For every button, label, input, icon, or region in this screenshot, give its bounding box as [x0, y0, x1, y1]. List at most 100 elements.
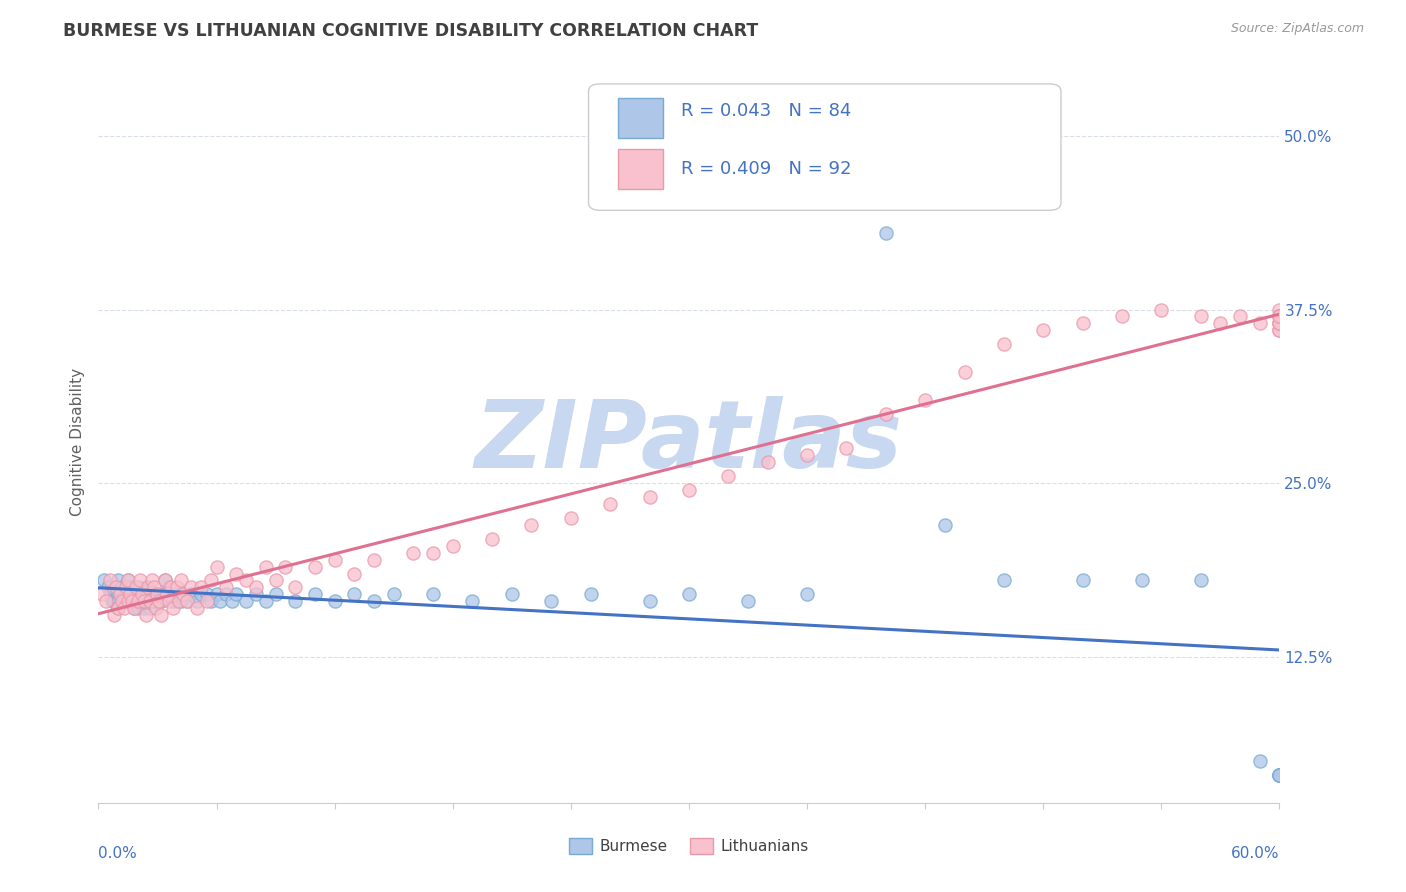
Point: [195, 587, 218, 601]
Point: [172, 587, 194, 601]
Point: [128, 587, 150, 601]
Point: [93, 574, 115, 588]
Text: R = 0.043   N = 84: R = 0.043 N = 84: [681, 103, 851, 120]
Point: [1071, 574, 1094, 588]
Point: [209, 594, 232, 608]
Point: [993, 337, 1015, 351]
Point: [1189, 310, 1212, 324]
Point: [343, 566, 366, 581]
FancyBboxPatch shape: [589, 84, 1062, 211]
Point: [599, 497, 621, 511]
Point: [162, 594, 184, 608]
Point: [132, 594, 155, 608]
Point: [195, 594, 218, 608]
Point: [323, 552, 346, 566]
Point: [1032, 323, 1054, 337]
Point: [1268, 768, 1291, 782]
Point: [128, 574, 150, 588]
Point: [481, 532, 503, 546]
Point: [108, 587, 131, 601]
Point: [122, 601, 145, 615]
Point: [875, 407, 897, 421]
Point: [205, 559, 228, 574]
Point: [461, 594, 484, 608]
Point: [117, 574, 139, 588]
Point: [155, 574, 177, 588]
Point: [122, 594, 145, 608]
Point: [343, 587, 366, 601]
Point: [225, 566, 247, 581]
Point: [170, 574, 193, 588]
Point: [180, 581, 202, 595]
Point: [172, 587, 194, 601]
Point: [264, 574, 287, 588]
Point: [157, 581, 180, 595]
Point: [422, 587, 444, 601]
Point: [1071, 317, 1094, 331]
Point: [176, 594, 198, 608]
Point: [101, 594, 124, 608]
Point: [160, 581, 183, 595]
Point: [166, 594, 188, 608]
Point: [235, 574, 257, 588]
Point: [97, 581, 120, 595]
Point: [96, 594, 118, 608]
Point: [150, 608, 173, 623]
Point: [132, 601, 155, 615]
Point: [1189, 574, 1212, 588]
Text: R = 0.409   N = 92: R = 0.409 N = 92: [681, 161, 851, 178]
Point: [235, 594, 257, 608]
Point: [145, 601, 167, 615]
Point: [215, 581, 238, 595]
Point: [103, 594, 125, 608]
Point: [167, 594, 190, 608]
Text: Source: ZipAtlas.com: Source: ZipAtlas.com: [1230, 22, 1364, 36]
Point: [166, 581, 188, 595]
Point: [200, 594, 222, 608]
Point: [756, 455, 779, 469]
Point: [323, 594, 346, 608]
FancyBboxPatch shape: [619, 98, 664, 138]
Point: [145, 587, 167, 601]
Point: [737, 594, 759, 608]
Point: [363, 594, 385, 608]
Point: [115, 581, 138, 595]
Point: [1268, 317, 1291, 331]
Point: [1150, 302, 1173, 317]
Point: [1111, 310, 1133, 324]
Point: [284, 594, 307, 608]
Point: [274, 559, 297, 574]
Point: [142, 581, 165, 595]
Point: [540, 594, 562, 608]
Point: [135, 581, 157, 595]
Point: [167, 587, 190, 601]
Point: [136, 587, 159, 601]
Point: [111, 594, 134, 608]
Point: [162, 601, 184, 615]
Point: [150, 594, 173, 608]
Point: [125, 581, 148, 595]
Point: [141, 587, 163, 601]
Point: [121, 594, 143, 608]
Point: [1268, 317, 1291, 331]
Point: [131, 594, 153, 608]
Point: [225, 587, 247, 601]
Text: 0.0%: 0.0%: [98, 847, 138, 861]
Point: [934, 517, 956, 532]
Point: [138, 601, 160, 615]
Point: [717, 469, 740, 483]
Point: [1268, 302, 1291, 317]
Point: [441, 539, 464, 553]
Point: [1130, 574, 1153, 588]
Point: [127, 601, 149, 615]
Point: [1268, 310, 1291, 324]
Point: [118, 587, 141, 601]
Point: [875, 226, 897, 240]
Point: [1268, 317, 1291, 331]
Point: [304, 587, 326, 601]
Point: [953, 365, 976, 379]
Point: [121, 581, 143, 595]
Point: [146, 587, 169, 601]
Point: [402, 546, 425, 560]
Point: [200, 574, 222, 588]
